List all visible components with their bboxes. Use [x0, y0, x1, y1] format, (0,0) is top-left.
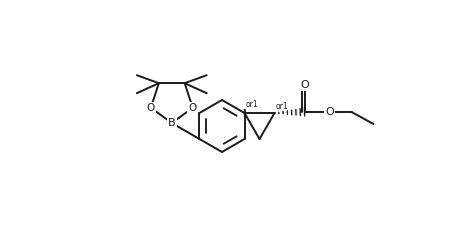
Text: O: O	[188, 103, 197, 113]
Text: B: B	[167, 118, 175, 128]
Text: O: O	[299, 80, 308, 90]
Polygon shape	[244, 109, 245, 117]
Text: or1: or1	[245, 100, 258, 109]
Text: O: O	[147, 103, 155, 113]
Text: O: O	[324, 107, 333, 117]
Text: or1: or1	[275, 102, 288, 111]
